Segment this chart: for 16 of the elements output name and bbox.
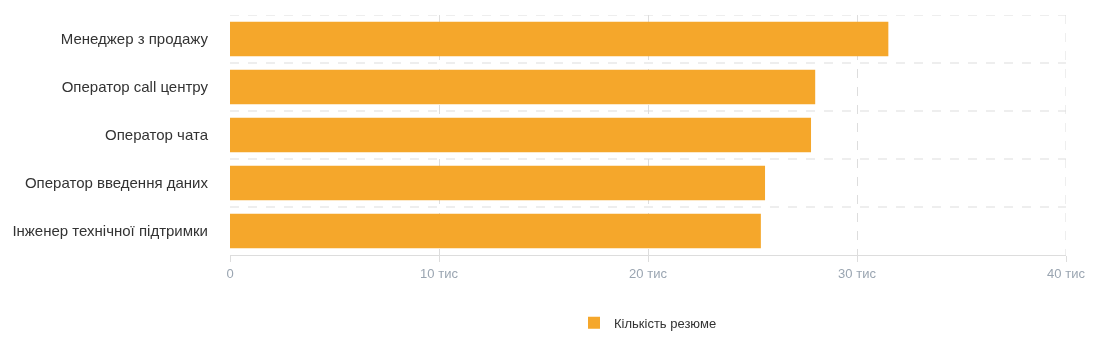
y-tick-label: Оператор чата [105, 126, 209, 144]
bar [230, 21, 889, 57]
legend-label: Кількість резюме [614, 315, 717, 331]
y-tick-label: Менеджер з продажу [60, 30, 209, 48]
x-tick-label: 40 тис [1047, 265, 1086, 281]
x-tick-label: 30 тис [838, 265, 877, 281]
x-tick-label: 20 тис [629, 265, 668, 281]
x-tick-label: 0 [226, 265, 234, 281]
bar [230, 165, 766, 201]
y-tick-label: Інженер технічної підтримки [12, 222, 208, 240]
bar [230, 69, 816, 105]
bar [230, 117, 812, 153]
bar [230, 213, 761, 249]
x-tick-label: 10 тис [420, 265, 459, 281]
y-tick-label: Оператор call центру [61, 78, 209, 96]
y-tick-label: Оператор введення даних [24, 174, 209, 192]
